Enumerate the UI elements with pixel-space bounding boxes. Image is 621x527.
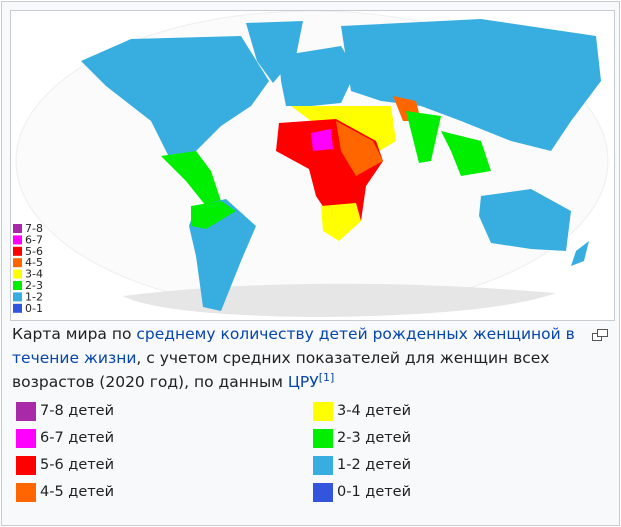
map-legend-label: 7-8 [25,222,43,235]
map-legend-swatch [13,235,22,245]
legend-label: 1-2 детей [337,457,412,473]
legend-label: 7-8 детей [40,403,115,419]
map-legend-swatch [13,269,22,279]
legend-label: 6-7 детей [40,430,115,446]
legend-swatch [313,483,333,502]
legend-swatch [16,402,36,421]
map-legend-swatch [13,303,22,313]
map-legend-label: 5-6 [25,245,43,258]
map-legend-label: 1-2 [25,290,43,303]
reference[interactable]: [1] [318,370,335,384]
map-legend-swatch [13,246,22,256]
map-image[interactable]: 7-8 6-7 5-6 4-5 3-4 2-3 1-2 0-1 [10,10,615,321]
map-legend-swatch [13,292,22,302]
legend-label: 2-3 детей [337,430,412,446]
legend-swatch [313,456,333,475]
legend-swatch [313,402,333,421]
map-legend-label: 4-5 [25,256,43,269]
legend-swatch [313,429,333,448]
map-legend-label: 3-4 [25,268,43,281]
legend-label: 3-4 детей [337,403,412,419]
map-legend-label: 6-7 [25,233,43,246]
legend-swatch [16,456,36,475]
caption-link[interactable]: ЦРУ [287,373,319,391]
caption-text: , с учетом средних показателей для женщи… [12,349,550,391]
legend-swatch [16,483,36,502]
map-legend-label: 0-1 [25,302,43,315]
legend-label: 5-6 детей [40,457,115,473]
map-legend-swatch [13,281,22,290]
map-legend-swatch [13,258,22,268]
map-legend-swatch [13,224,22,233]
magnify-icon[interactable] [592,329,608,341]
map-legend-label: 2-3 [25,279,43,292]
caption: Карта мира по среднему количеству детей … [12,322,590,394]
world-map: 7-86-75-64-53-42-31-20-1 [13,10,609,317]
caption-link[interactable]: среднему количеству детей рожденных женщ… [12,325,575,367]
legend-swatch [16,429,36,448]
legend-label: 0-1 детей [337,484,412,500]
caption-text: Карта мира по [12,325,137,343]
legend-label: 4-5 детей [40,484,115,500]
